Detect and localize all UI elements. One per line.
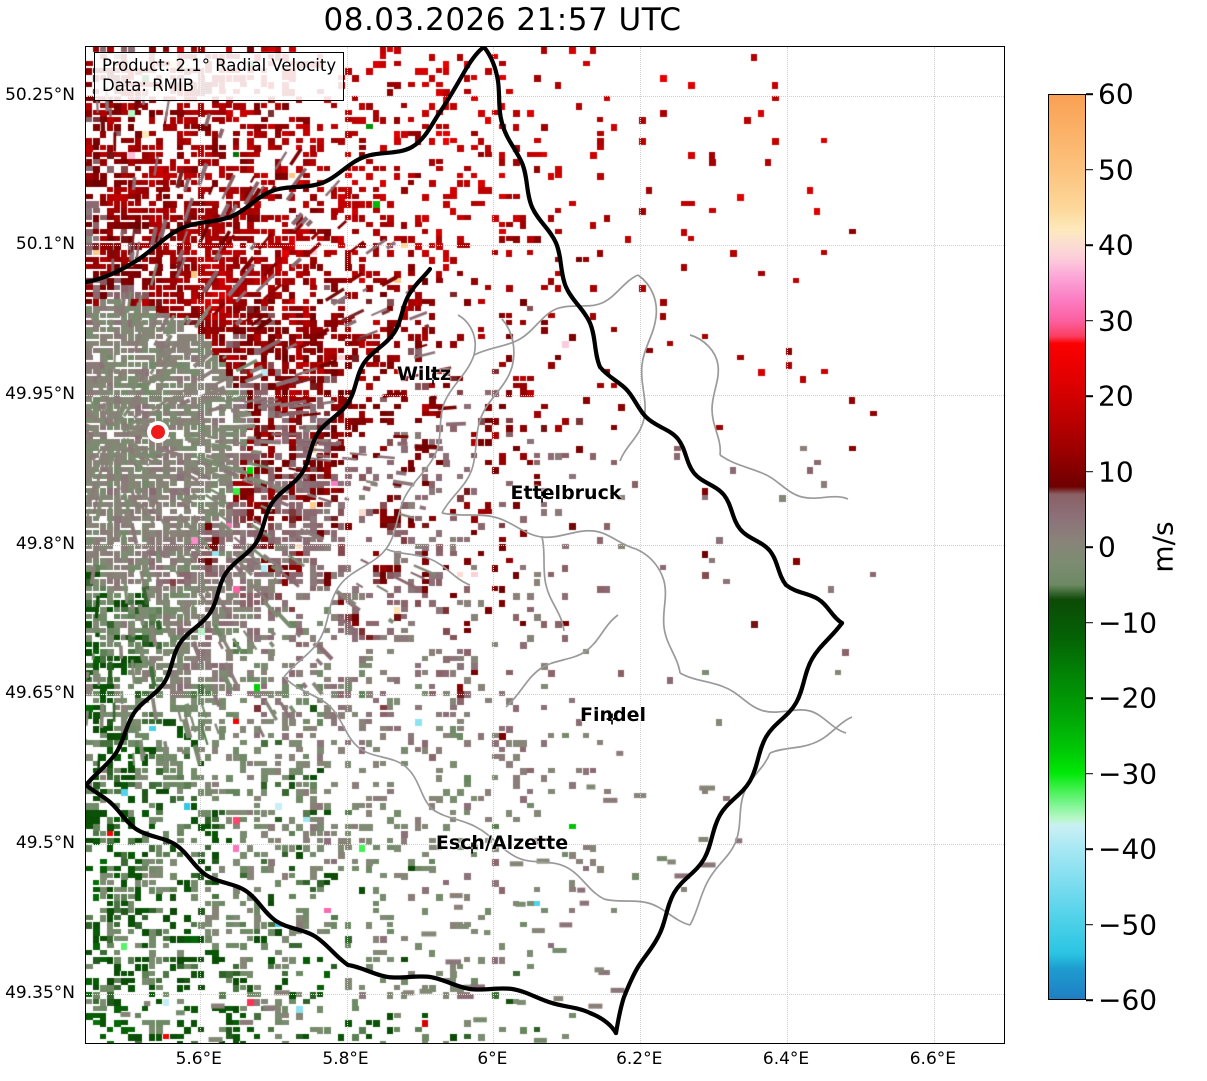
x-tick-label-1: 5.8°E — [322, 1049, 369, 1069]
city-label-wiltz: Wiltz — [396, 363, 452, 385]
colorbar-tick-label-7: 10 — [1098, 455, 1134, 488]
colorbar-tick-label-6: 0 — [1098, 530, 1116, 564]
city-marker-icon: ✛ — [465, 839, 479, 858]
colorbar-tick — [1086, 697, 1093, 699]
gridline-horizontal — [86, 394, 1004, 396]
gridline-horizontal — [86, 245, 1004, 247]
city-label-ettelbruck: Ettelbruck — [510, 482, 622, 504]
colorbar-tick — [1086, 621, 1093, 624]
city-marker-icon: ✛ — [426, 370, 440, 389]
colorbar-tick-label-3: −30 — [1098, 757, 1158, 790]
colorbar-tick — [1086, 923, 1093, 926]
radar-map-plot[interactable]: Wiltz ✛ Ettelbruck ✛ Findel ✛ Esch/Alzette ✛ Pr… — [85, 46, 1005, 1044]
x-tick-label-0: 5.6°E — [175, 1049, 222, 1069]
colorbar-gradient — [1049, 95, 1085, 999]
colorbar-tick — [1086, 93, 1093, 95]
colorbar-tick — [1086, 546, 1093, 548]
gridline-horizontal — [86, 993, 1004, 995]
y-tick-label-6: 49.35°N — [5, 982, 75, 1003]
product-legend-box: Product: 2.1° Radial Velocity Data: RMIB — [94, 52, 345, 102]
x-tick-label-3: 6.2°E — [616, 1049, 663, 1069]
city-label-esch-alzette: Esch/Alzette — [435, 832, 569, 854]
map-borders — [86, 47, 853, 1036]
colorbar-tick-label-1: −50 — [1098, 908, 1158, 941]
y-tick-label-5: 49.5°N — [15, 833, 75, 853]
x-tick-label-5: 6.6°E — [909, 1049, 956, 1069]
colorbar-tick-label-5: −10 — [1098, 606, 1158, 639]
colorbar-tick — [1086, 848, 1093, 850]
colorbar-tick-label-8: 20 — [1098, 379, 1134, 413]
city-marker-icon: ✛ — [535, 488, 549, 507]
x-tick-label-4: 6.4°E — [762, 1049, 810, 1069]
colorbar-tick-label-11: 50 — [1098, 153, 1134, 186]
colorbar-tick-label-9: 30 — [1098, 304, 1134, 337]
colorbar-units-label: m/s — [1146, 521, 1180, 573]
colorbar-tick-label-10: 40 — [1098, 228, 1134, 262]
y-axis-ticks: 50.25°N 50.1°N 49.95°N 49.8°N 49.65°N 49.5°N 4… — [0, 0, 85, 1081]
colorbar-tick — [1086, 470, 1093, 473]
gridline-horizontal — [86, 844, 1004, 845]
colorbar-tick — [1086, 772, 1093, 775]
page-title: 08.03.2026 21:57 UTC — [323, 2, 682, 38]
gridline-horizontal — [86, 694, 1004, 696]
gridline-horizontal — [86, 544, 1004, 546]
radar-station-marker[interactable] — [147, 421, 169, 443]
y-tick-label-3: 49.8°N — [15, 533, 75, 554]
y-tick-label-1: 50.1°N — [15, 234, 75, 255]
colorbar — [1048, 94, 1086, 1000]
city-label-findel: Findel — [579, 704, 647, 726]
city-marker-icon: ✛ — [605, 710, 619, 729]
colorbar-tick-label-2: −40 — [1098, 832, 1158, 866]
gridline-horizontal — [86, 95, 1004, 97]
colorbar-tick — [1086, 244, 1093, 246]
x-tick-label-2: 6°E — [477, 1049, 508, 1069]
colorbar-tick — [1086, 395, 1093, 397]
colorbar-tick — [1086, 168, 1093, 171]
legend-data-line: Data: RMIB — [102, 76, 195, 96]
national-border — [86, 47, 845, 1036]
y-tick-label-4: 49.65°N — [5, 683, 75, 704]
colorbar-tick — [1086, 319, 1093, 322]
colorbar-tick-label-4: −20 — [1098, 681, 1158, 715]
legend-product-line: Product: 2.1° Radial Velocity — [102, 56, 337, 75]
colorbar-tick — [1086, 999, 1093, 1001]
canton-boundaries — [283, 274, 853, 926]
map-canvas-layer: Wiltz ✛ Ettelbruck ✛ Findel ✛ Esch/Alzette ✛ Pr… — [86, 47, 1004, 1043]
colorbar-tick-label-12: 60 — [1098, 77, 1134, 111]
y-tick-label-2: 49.95°N — [5, 383, 75, 404]
colorbar-tick-label-0: −60 — [1098, 983, 1158, 1017]
y-tick-label-0: 50.25°N — [5, 84, 75, 105]
